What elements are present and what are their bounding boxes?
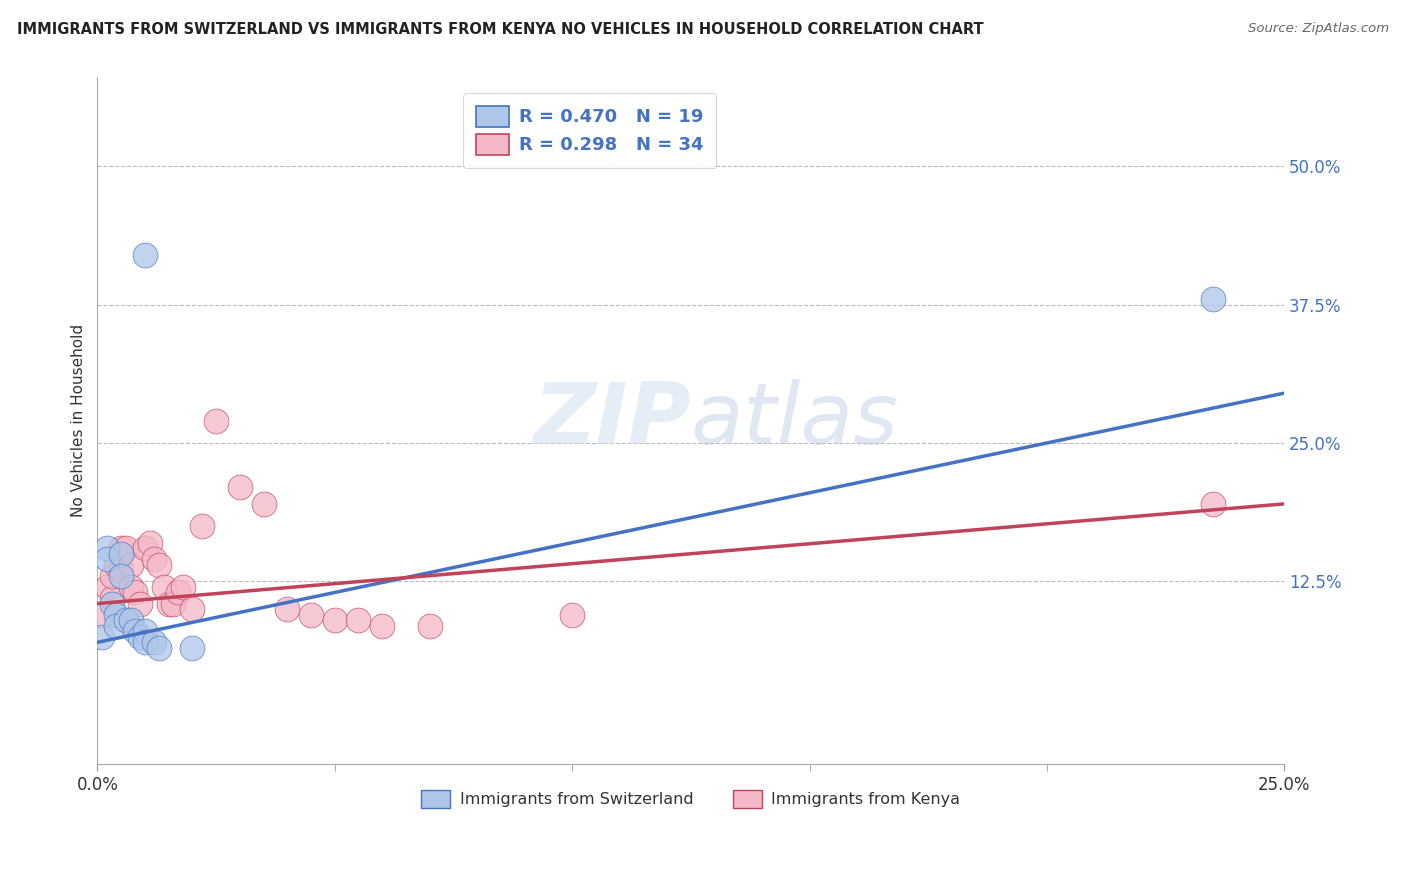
Point [299,607,322,622]
Point [138,535,160,549]
Point [100,591,122,605]
Point [148,640,170,655]
Point [129,630,152,644]
Point [91,630,114,644]
Point [148,558,170,572]
Point [115,541,138,556]
Point [115,613,138,627]
Text: IMMIGRANTS FROM SWITZERLAND VS IMMIGRANTS FROM KENYA NO VEHICLES IN HOUSEHOLD CO: IMMIGRANTS FROM SWITZERLAND VS IMMIGRANT… [17,22,984,37]
Point [205,414,228,428]
Point [110,541,132,556]
Point [96,552,118,566]
Point [276,602,298,616]
Point [124,624,146,639]
Point [419,618,441,632]
Point [153,580,176,594]
Point [105,618,128,632]
Point [323,613,346,627]
Point [110,547,132,561]
Point [134,247,156,261]
Point [167,585,190,599]
Point [143,552,166,566]
Point [120,558,142,572]
Point [134,541,156,556]
Point [100,569,122,583]
Point [124,585,146,599]
Point [1202,292,1225,306]
Point [191,519,214,533]
Point [110,569,132,583]
Point [347,613,370,627]
Point [252,497,274,511]
Point [371,618,394,632]
Point [172,580,194,594]
Text: ZIP: ZIP [533,379,690,462]
Point [105,558,128,572]
Point [100,597,122,611]
Point [120,613,142,627]
Point [157,597,180,611]
Text: Source: ZipAtlas.com: Source: ZipAtlas.com [1249,22,1389,36]
Point [162,597,184,611]
Point [110,563,132,577]
Point [1202,497,1225,511]
Legend: Immigrants from Switzerland, Immigrants from Kenya: Immigrants from Switzerland, Immigrants … [415,783,967,814]
Point [229,480,252,494]
Point [181,602,204,616]
Point [96,541,118,556]
Point [120,580,142,594]
Y-axis label: No Vehicles in Household: No Vehicles in Household [72,324,86,517]
Text: atlas: atlas [690,379,898,462]
Point [129,597,152,611]
Point [134,635,156,649]
Point [143,635,166,649]
Point [134,624,156,639]
Point [96,580,118,594]
Point [91,607,114,622]
Point [105,607,128,622]
Point [561,607,583,622]
Point [181,640,204,655]
